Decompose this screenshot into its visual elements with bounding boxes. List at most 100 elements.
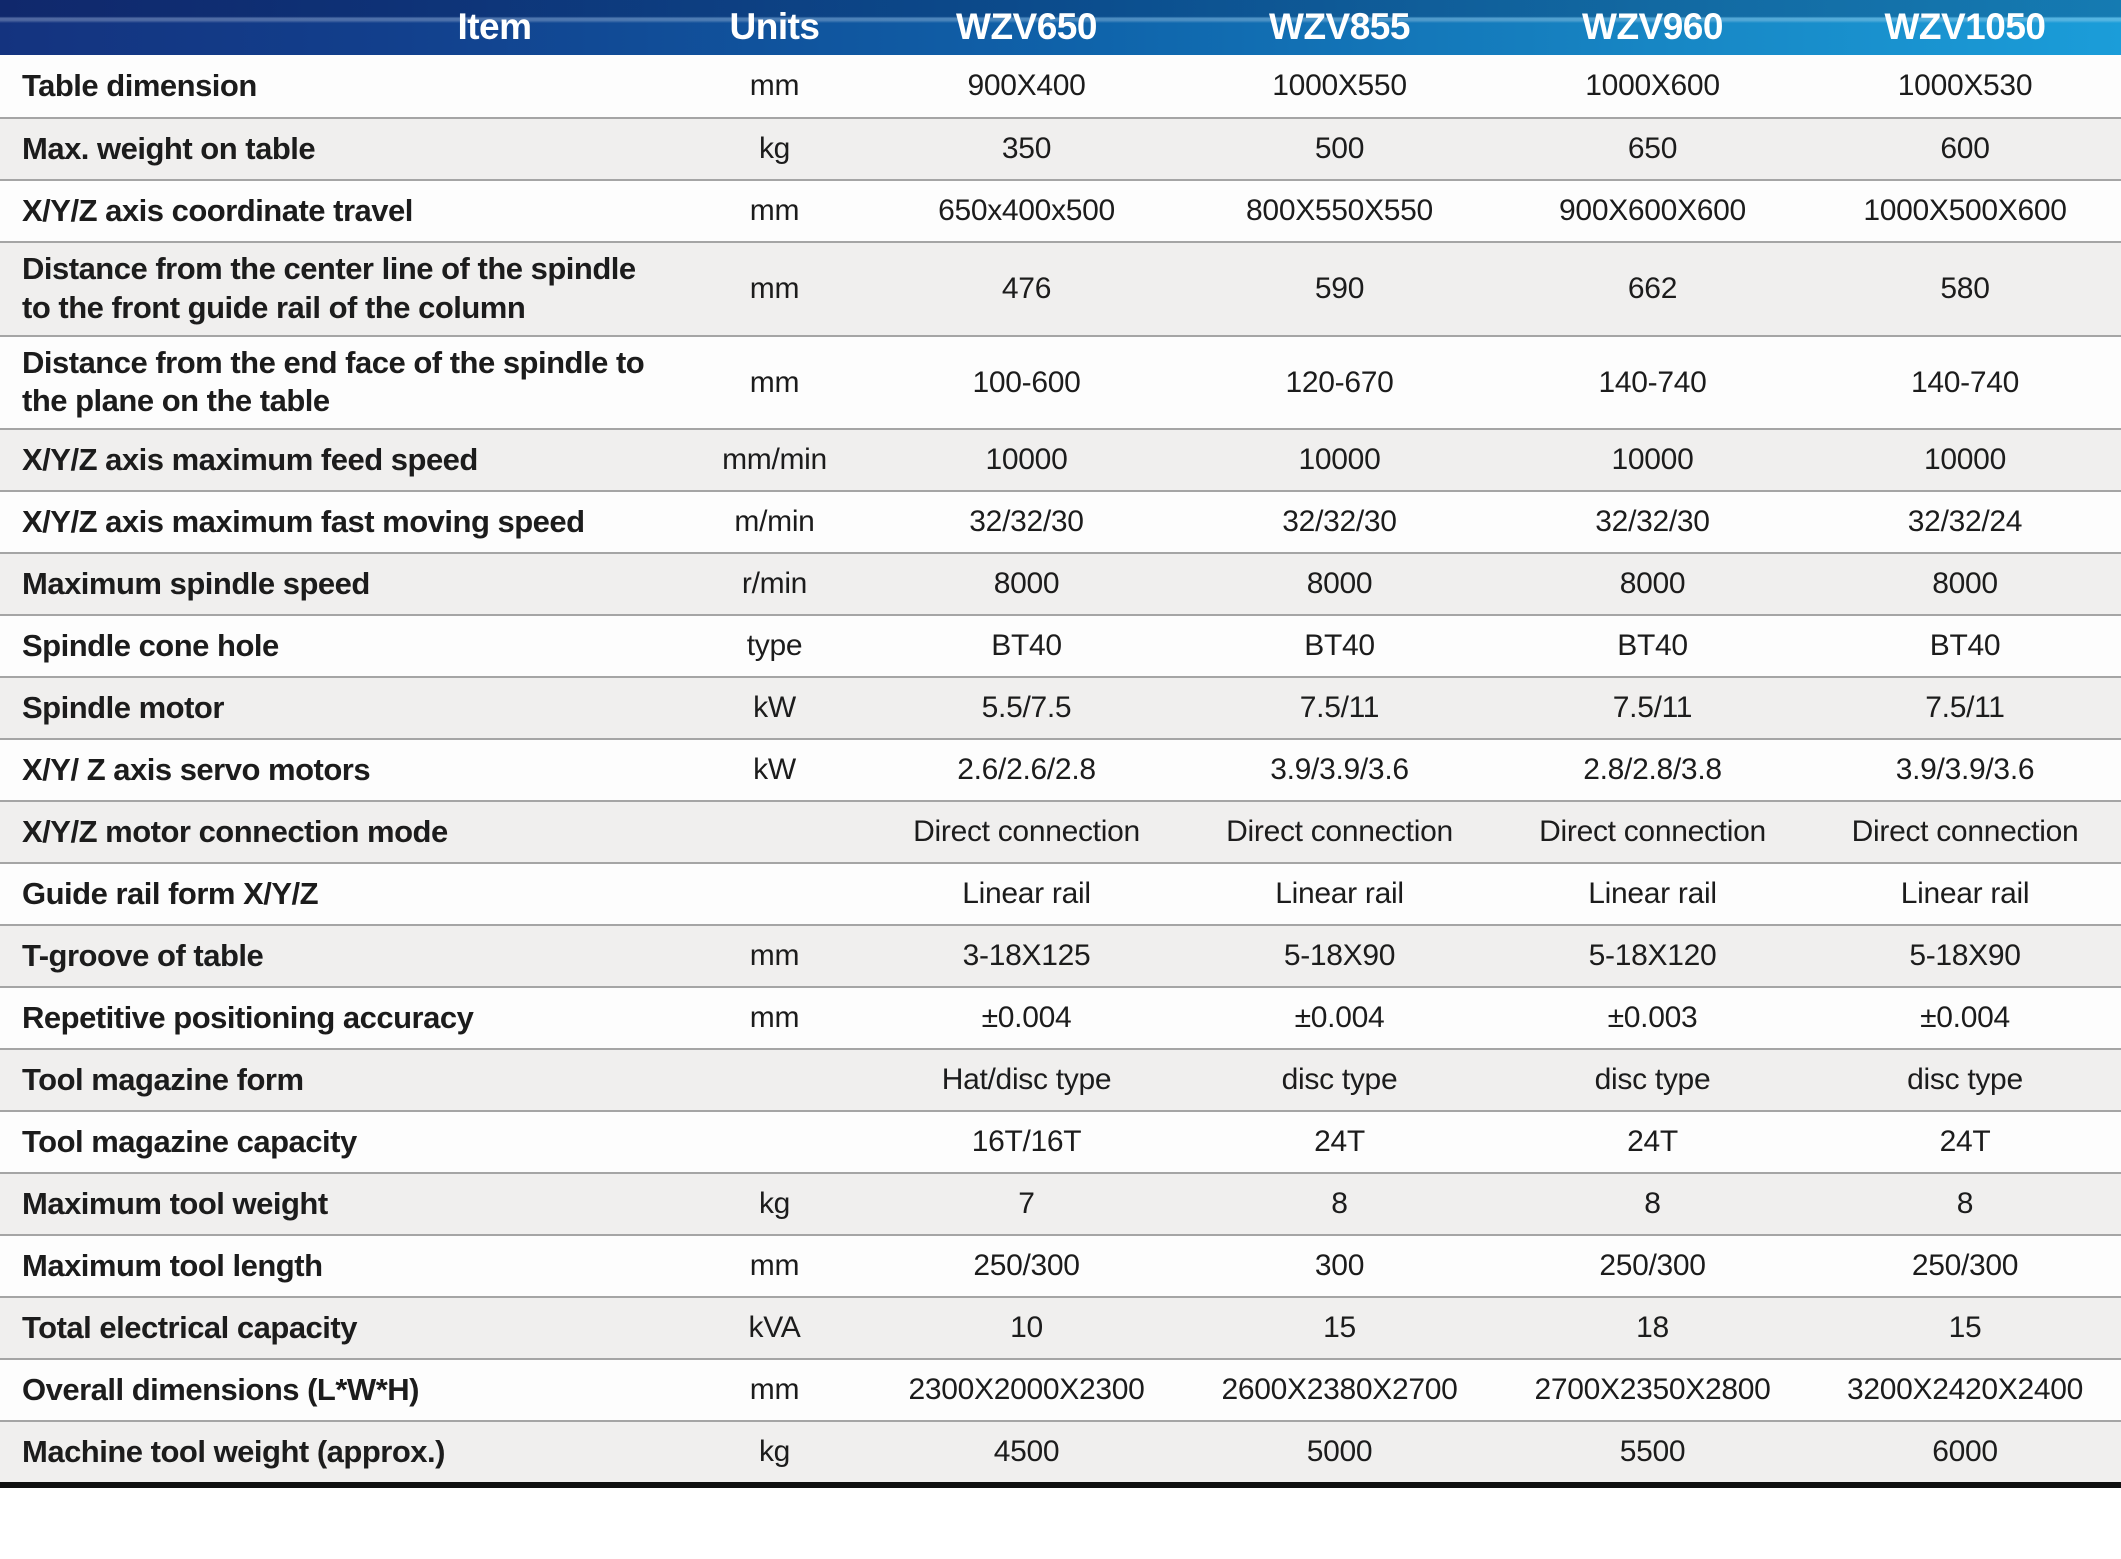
item-label: Machine tool weight (approx.) bbox=[22, 1433, 445, 1469]
model-value: 2600X2380X2700 bbox=[1221, 1373, 1458, 1407]
table-header: Item Units WZV650 WZV855 WZV960 WZV1050 bbox=[0, 0, 2121, 55]
model-value: 590 bbox=[1314, 272, 1365, 305]
item-label: Distance from the center line of the spi… bbox=[22, 251, 636, 325]
item-label: X/Y/Z motor connection mode bbox=[22, 813, 448, 849]
model-value: Direct connection bbox=[913, 815, 1140, 849]
model-value: 650x400x500 bbox=[938, 194, 1115, 228]
table-row: Table dimension mm 900X400 1000X550 1000… bbox=[0, 55, 2121, 117]
model-value: 6000 bbox=[1932, 1435, 1998, 1469]
unit-value: mm/min bbox=[722, 443, 827, 477]
model-value: ±0.003 bbox=[1607, 1001, 1698, 1035]
model-value: 2.6/2.6/2.8 bbox=[957, 753, 1096, 787]
model-value: 120-670 bbox=[1285, 365, 1394, 399]
item-label: Max. weight on table bbox=[22, 130, 316, 166]
unit-value: mm bbox=[749, 1373, 800, 1407]
model-value: 7.5/11 bbox=[1925, 691, 2005, 725]
table-row: Max. weight on table kg 350 500 650 600 bbox=[0, 117, 2121, 179]
table-row: X/Y/Z motor connection mode Direct conne… bbox=[0, 800, 2121, 862]
unit-value: mm bbox=[749, 939, 800, 973]
model-value: 8000 bbox=[1306, 567, 1373, 601]
model-value: 250/300 bbox=[973, 1249, 1080, 1283]
item-label: Overall dimensions (L*W*H) bbox=[22, 1371, 419, 1407]
table-row: Maximum spindle speed r/min 8000 8000 80… bbox=[0, 552, 2121, 614]
model-value: 3-18X125 bbox=[962, 939, 1091, 973]
model-value: 7 bbox=[1018, 1187, 1035, 1221]
unit-value: mm bbox=[749, 69, 800, 103]
model-value: ±0.004 bbox=[1294, 1001, 1385, 1035]
unit-value: mm bbox=[749, 194, 800, 228]
table-row: Tool magazine capacity 16T/16T 24T 24T 2… bbox=[0, 1110, 2121, 1172]
column-header-wzv960: WZV960 bbox=[1582, 6, 1723, 48]
table-row: Distance from the end face of the spindl… bbox=[0, 334, 2121, 428]
table-row: T-groove of table mm 3-18X125 5-18X90 5-… bbox=[0, 924, 2121, 986]
model-value: 32/32/30 bbox=[1595, 505, 1710, 539]
unit-value: mm bbox=[749, 1001, 800, 1035]
model-value: 580 bbox=[1940, 272, 1990, 305]
model-value: 3.9/3.9/3.6 bbox=[1270, 753, 1409, 787]
model-value: 15 bbox=[1948, 1311, 1982, 1345]
model-value: Linear rail bbox=[962, 877, 1091, 911]
model-value: 250/300 bbox=[1599, 1249, 1706, 1283]
table-row: Overall dimensions (L*W*H) mm 2300X2000X… bbox=[0, 1358, 2121, 1420]
model-value: disc type bbox=[1281, 1063, 1398, 1097]
model-value: 5500 bbox=[1619, 1435, 1686, 1469]
model-value: 3200X2420X2400 bbox=[1846, 1373, 2084, 1407]
item-label: Maximum tool length bbox=[22, 1247, 323, 1283]
model-value: 18 bbox=[1636, 1311, 1669, 1345]
model-value: 500 bbox=[1314, 132, 1365, 166]
model-value: 15 bbox=[1323, 1311, 1356, 1345]
item-label: Guide rail form X/Y/Z bbox=[22, 875, 319, 911]
model-value: ±0.004 bbox=[1920, 1001, 2010, 1035]
unit-value: kg bbox=[758, 132, 791, 166]
table-row: Maximum tool weight kg 7 8 8 8 bbox=[0, 1172, 2121, 1234]
column-header-units: Units bbox=[729, 6, 821, 48]
model-value: 1000X500X600 bbox=[1863, 194, 2067, 228]
table-row: Machine tool weight (approx.) kg 4500 50… bbox=[0, 1420, 2121, 1482]
item-label: Repetitive positioning accuracy bbox=[22, 999, 474, 1035]
model-value: 5000 bbox=[1306, 1435, 1373, 1469]
item-label: T-groove of table bbox=[22, 937, 264, 973]
model-value: 10000 bbox=[1924, 443, 2006, 477]
item-label: Maximum spindle speed bbox=[22, 565, 370, 601]
model-value: 662 bbox=[1627, 272, 1678, 305]
model-value: disc type bbox=[1594, 1063, 1711, 1097]
model-value: 3.9/3.9/3.6 bbox=[1895, 753, 2035, 787]
table-row: Total electrical capacity kVA 10 15 18 1… bbox=[0, 1296, 2121, 1358]
table-row: X/Y/Z axis maximum fast moving speed m/m… bbox=[0, 490, 2121, 552]
table-row: Distance from the center line of the spi… bbox=[0, 241, 2121, 335]
item-label: Distance from the end face of the spindl… bbox=[22, 344, 645, 419]
model-value: Direct connection bbox=[1539, 815, 1766, 849]
model-value: 4500 bbox=[993, 1435, 1060, 1469]
model-value: 5-18X90 bbox=[1283, 939, 1396, 973]
model-value: BT40 bbox=[1617, 629, 1688, 663]
model-value: 476 bbox=[1001, 272, 1052, 305]
model-value: 2700X2350X2800 bbox=[1534, 1373, 1771, 1407]
model-value: 140-740 bbox=[1911, 365, 2019, 399]
table-row: Spindle motor kW 5.5/7.5 7.5/11 7.5/11 7… bbox=[0, 676, 2121, 738]
model-value: 32/32/30 bbox=[1282, 505, 1397, 539]
model-value: ±0.004 bbox=[981, 1001, 1072, 1035]
item-label: Spindle motor bbox=[22, 689, 224, 725]
item-label: X/Y/Z axis coordinate travel bbox=[22, 192, 413, 228]
model-value: 10000 bbox=[1611, 443, 1694, 477]
item-label: Spindle cone hole bbox=[22, 627, 279, 663]
column-header-wzv650: WZV650 bbox=[956, 6, 1097, 48]
model-value: 140-740 bbox=[1598, 365, 1707, 399]
unit-value: kW bbox=[753, 753, 796, 787]
table-body: Table dimension mm 900X400 1000X550 1000… bbox=[0, 55, 2121, 1482]
model-value: Linear rail bbox=[1900, 877, 2030, 911]
model-value: 32/32/24 bbox=[1907, 505, 2023, 539]
model-value: 24T bbox=[1627, 1125, 1678, 1159]
model-value: 8 bbox=[1644, 1187, 1661, 1221]
column-header-wzv1050: WZV1050 bbox=[1884, 6, 2046, 48]
model-value: 5-18X120 bbox=[1588, 939, 1717, 973]
model-value: 8 bbox=[1331, 1187, 1348, 1221]
unit-value: mm bbox=[749, 365, 800, 399]
unit-value: r/min bbox=[741, 567, 808, 601]
table-row: Maximum tool length mm 250/300 300 250/3… bbox=[0, 1234, 2121, 1296]
model-value: 300 bbox=[1314, 1249, 1365, 1283]
model-value: 5-18X90 bbox=[1909, 939, 2021, 973]
model-value: Direct connection bbox=[1851, 815, 2079, 849]
column-header-item: Item bbox=[457, 6, 532, 48]
item-label: Table dimension bbox=[22, 67, 257, 103]
